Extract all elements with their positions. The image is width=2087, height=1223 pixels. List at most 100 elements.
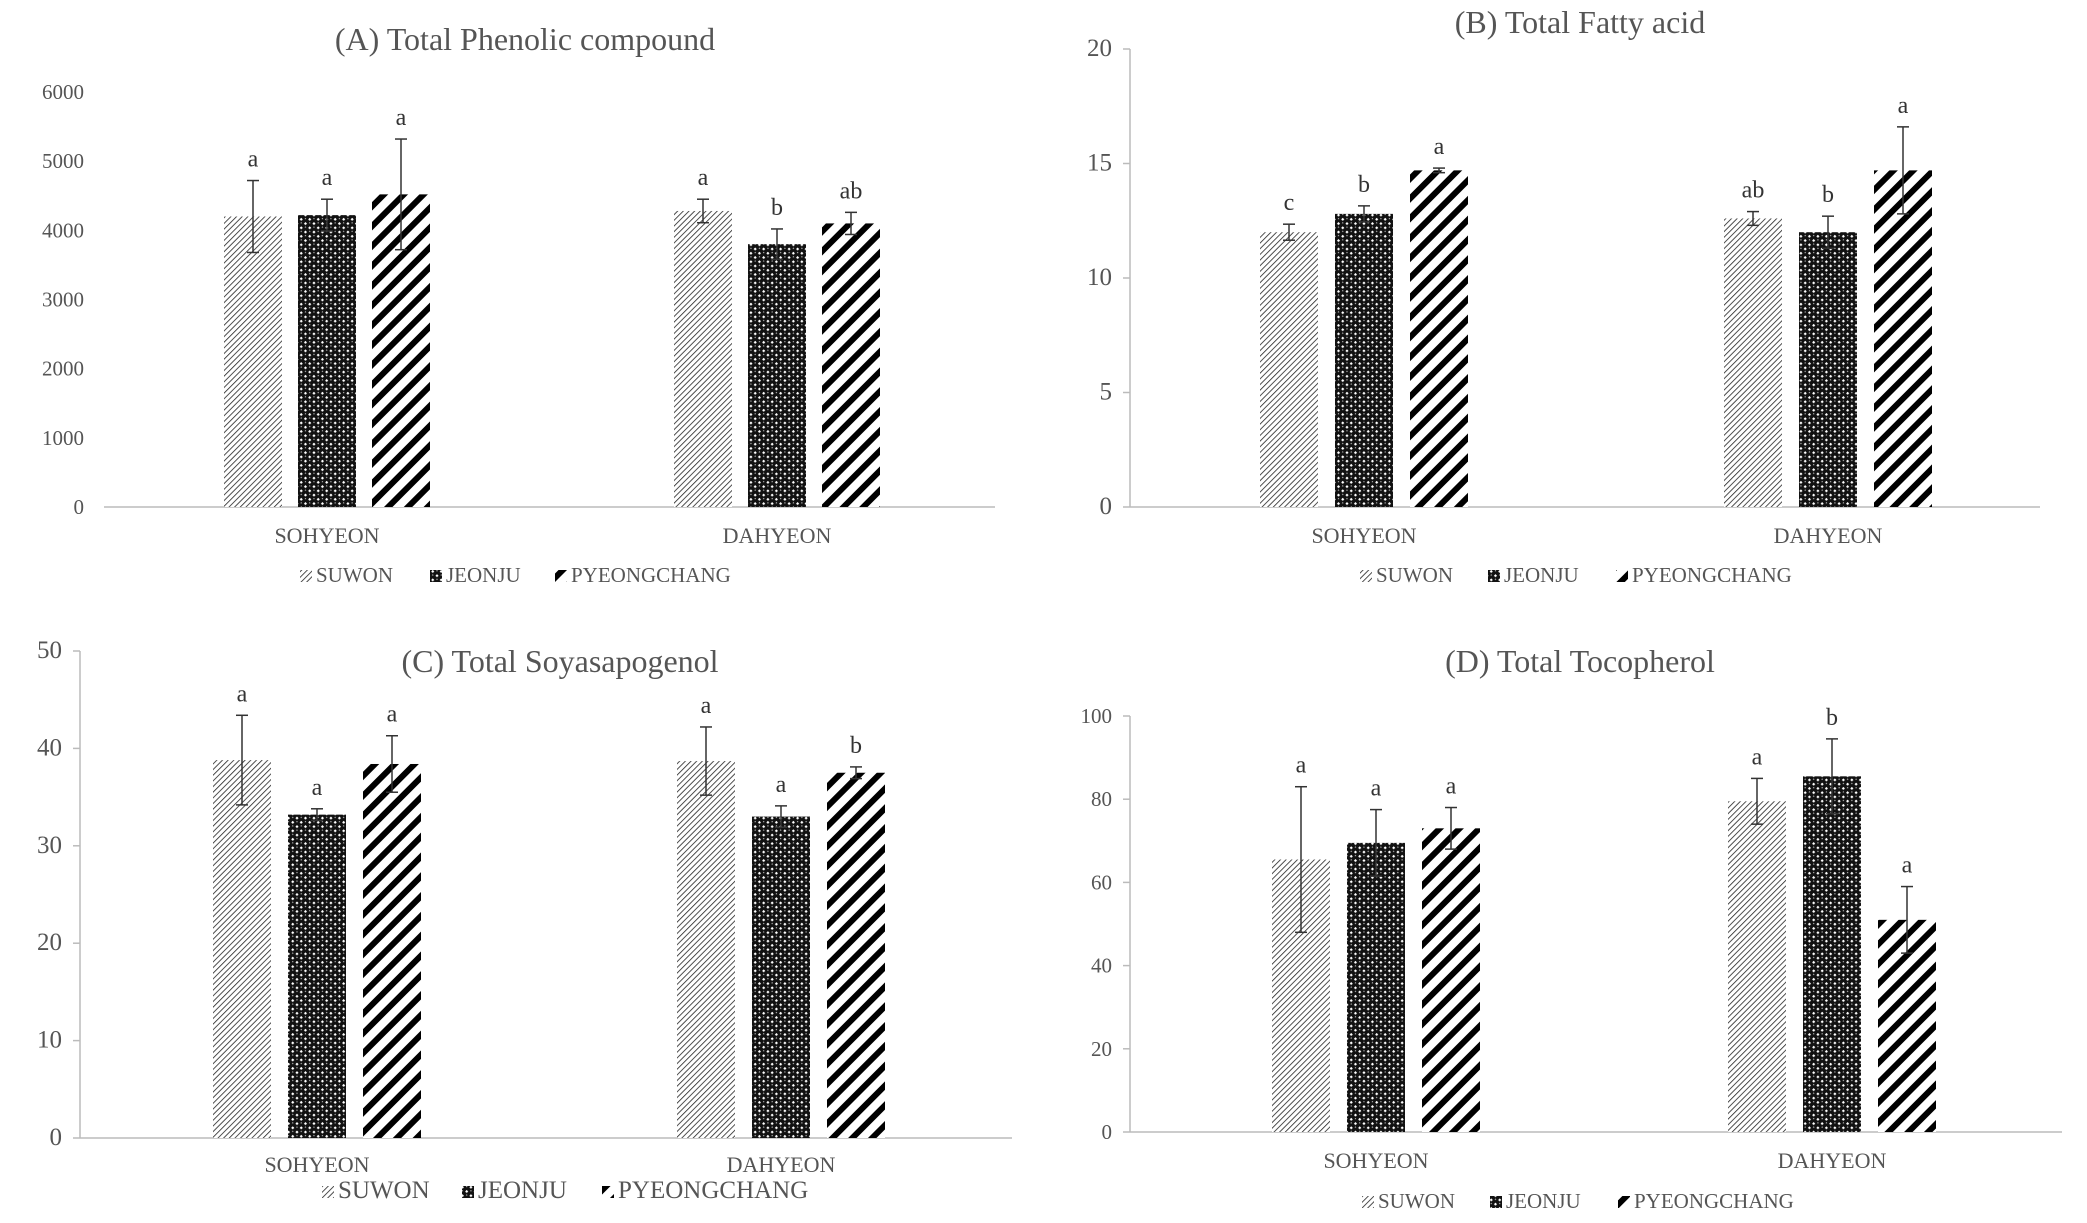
- bar-pyeongchang: [363, 763, 421, 1138]
- legend-label: JEONJU: [478, 1177, 567, 1204]
- legend-swatch-jeonju: [462, 1186, 474, 1198]
- legend-label: PYEONGCHANG: [618, 1177, 808, 1204]
- chart-title: (B) Total Fatty acid: [1455, 4, 1705, 40]
- chart-title: (D) Total Tocopherol: [1445, 643, 1715, 679]
- bar-pyeongchang: [827, 772, 885, 1138]
- y-tick-label: 40: [37, 734, 62, 761]
- bar-suwon: [213, 760, 271, 1138]
- y-tick-label: 15: [1087, 150, 1112, 177]
- y-tick-label: 50: [37, 637, 62, 664]
- legend-swatch-suwon: [1362, 1196, 1374, 1208]
- significance-letter: a: [396, 105, 407, 131]
- chart-title: (C) Total Soyasapogenol: [401, 643, 718, 679]
- x-category-label: DAHYEON: [1778, 1148, 1887, 1173]
- significance-letter: a: [701, 693, 712, 719]
- y-tick-label: 20: [1087, 35, 1112, 62]
- y-tick-label: 3000: [42, 288, 84, 312]
- bar-suwon: [1728, 801, 1786, 1132]
- chart-panel-d: (D) Total Tocopherol 0 20 40 60 80 100 a a a SOHYE…: [1050, 620, 2087, 1223]
- chart-d-svg: (D) Total Tocopherol 0 20 40 60 80 100 a a a SOHYE…: [1081, 643, 2062, 1213]
- significance-letter: a: [1296, 753, 1307, 779]
- legend-label: SUWON: [1376, 563, 1453, 587]
- legend-label: JEONJU: [446, 563, 521, 587]
- significance-letter: a: [322, 165, 333, 191]
- significance-letter: a: [1434, 134, 1445, 160]
- legend-swatch-pyeongchang: [1618, 1196, 1630, 1208]
- legend-label: PYEONGCHANG: [571, 563, 731, 587]
- y-tick-label: 0: [1102, 1120, 1113, 1144]
- x-category-label: SOHYEON: [264, 1152, 369, 1177]
- significance-letter: a: [698, 165, 709, 191]
- significance-letter: a: [237, 681, 248, 707]
- x-category-label: SOHYEON: [1311, 523, 1416, 548]
- bar-suwon: [674, 210, 732, 507]
- x-category-label: DAHYEON: [723, 523, 832, 548]
- legend-swatch-pyeongchang: [1616, 570, 1628, 582]
- y-tick-label: 30: [37, 832, 62, 859]
- y-tick-label: 80: [1091, 787, 1112, 811]
- significance-letter: a: [1898, 93, 1909, 119]
- bar-pyeongchang: [1878, 919, 1936, 1132]
- significance-letter: b: [1826, 705, 1838, 731]
- bar-jeonju: [1335, 213, 1393, 507]
- chart-a-svg: (A) Total Phenolic compound 0 1000 2000 3000…: [42, 21, 995, 587]
- y-tick-label: 40: [1091, 954, 1112, 978]
- legend-swatch-jeonju: [1490, 1196, 1502, 1208]
- bar-suwon: [1724, 218, 1782, 507]
- y-tick-label: 2000: [42, 357, 84, 381]
- legend-swatch-suwon: [322, 1186, 334, 1198]
- y-tick-label: 20: [1091, 1037, 1112, 1061]
- y-tick-label: 4000: [42, 218, 84, 242]
- y-tick-label: 20: [37, 929, 62, 956]
- y-tick-label: 5: [1100, 379, 1113, 406]
- legend-label: JEONJU: [1504, 563, 1579, 587]
- y-tick-label: 1000: [42, 426, 84, 450]
- significance-letter: a: [776, 772, 787, 798]
- x-category-label: DAHYEON: [727, 1152, 836, 1177]
- chart-panel-b: (B) Total Fatty acid 0 5 10 15 20 c b a SOHYEON ab…: [1050, 0, 2087, 610]
- chart-panel-c: (C) Total Soyasapogenol 0 10 20 30 40 50 a a a SOH…: [0, 620, 1040, 1223]
- legend-swatch-jeonju: [1488, 570, 1500, 582]
- x-category-label: SOHYEON: [1323, 1148, 1428, 1173]
- significance-letter: a: [1371, 776, 1382, 802]
- y-tick-label: 0: [74, 495, 85, 519]
- bar-jeonju: [1803, 776, 1861, 1132]
- x-category-label: DAHYEON: [1774, 523, 1883, 548]
- y-tick-label: 60: [1091, 870, 1112, 894]
- significance-letter: b: [1358, 172, 1370, 198]
- bar-pyeongchang: [1422, 828, 1480, 1132]
- chart-panel-a: (A) Total Phenolic compound 0 1000 2000 3000…: [0, 0, 1040, 610]
- chart-b-svg: (B) Total Fatty acid 0 5 10 15 20 c b a SOHYEON ab…: [1087, 4, 2040, 587]
- bar-jeonju: [1799, 232, 1857, 507]
- significance-letter: a: [387, 702, 398, 728]
- y-tick-label: 10: [1087, 264, 1112, 291]
- significance-letter: b: [850, 733, 862, 759]
- legend-label: SUWON: [338, 1177, 430, 1204]
- significance-letter: a: [312, 775, 323, 801]
- y-tick-label: 100: [1081, 704, 1113, 728]
- significance-letter: c: [1284, 190, 1295, 216]
- y-tick-label: 6000: [42, 80, 84, 104]
- legend-label: SUWON: [1378, 1189, 1455, 1213]
- bar-jeonju: [288, 814, 346, 1138]
- y-tick-label: 10: [37, 1027, 62, 1054]
- significance-letter: ab: [1742, 178, 1765, 204]
- significance-letter: a: [248, 147, 259, 173]
- legend-label: PYEONGCHANG: [1632, 563, 1792, 587]
- bar-jeonju: [748, 244, 806, 507]
- x-category-label: SOHYEON: [274, 523, 379, 548]
- significance-letter: ab: [840, 178, 863, 204]
- chart-title: (A) Total Phenolic compound: [335, 21, 715, 57]
- bar-jeonju: [298, 215, 356, 507]
- significance-letter: a: [1752, 744, 1763, 770]
- bar-suwon: [1260, 232, 1318, 507]
- y-tick-label: 0: [1100, 493, 1113, 520]
- legend-label: SUWON: [316, 563, 393, 587]
- legend-swatch-suwon: [300, 570, 312, 582]
- chart-c-svg: (C) Total Soyasapogenol 0 10 20 30 40 50 a a a SOH…: [37, 637, 1012, 1204]
- bar-pyeongchang: [822, 223, 880, 507]
- legend-swatch-pyeongchang: [602, 1186, 614, 1198]
- significance-letter: a: [1446, 774, 1457, 800]
- y-tick-label: 0: [50, 1124, 63, 1151]
- bar-pyeongchang: [1874, 170, 1932, 507]
